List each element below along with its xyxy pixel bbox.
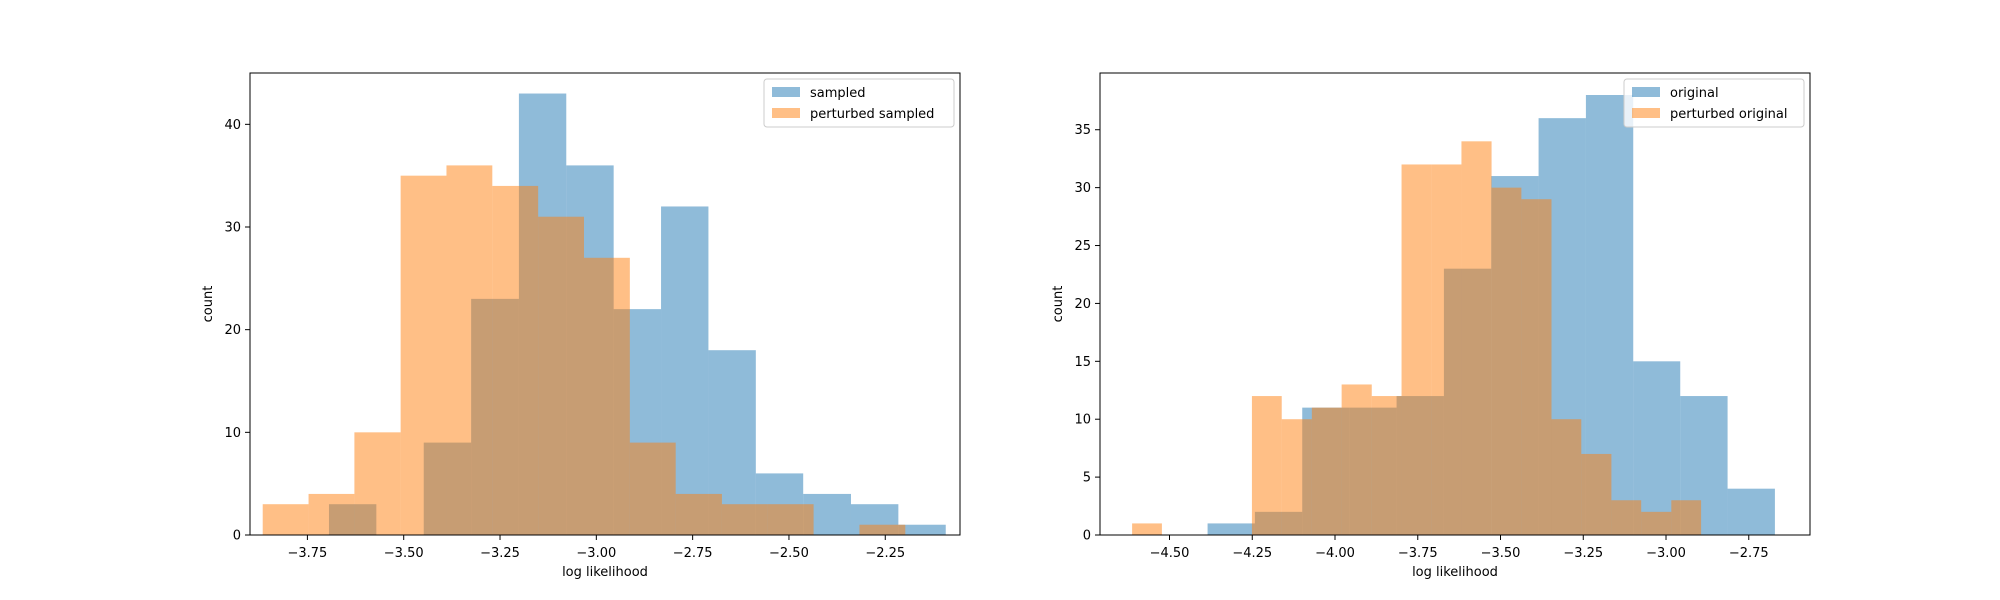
x-tick-label: −2.50 — [769, 546, 809, 561]
histogram-bar — [1727, 488, 1775, 535]
y-tick-label: 5 — [1083, 471, 1091, 486]
histogram-bar — [446, 165, 493, 535]
histogram-bar — [675, 493, 722, 535]
y-tick-label: 25 — [1074, 239, 1091, 254]
histogram-bar — [1461, 141, 1492, 535]
histogram-bar — [1551, 419, 1582, 535]
legend-label: original — [1670, 86, 1719, 101]
y-tick-label: 10 — [1074, 413, 1091, 428]
histogram-bar — [767, 504, 814, 535]
histogram-bar — [1132, 523, 1162, 535]
histogram-bar — [262, 504, 309, 535]
legend: sampled perturbed sampled — [763, 78, 955, 128]
right-histogram-panel: −4.50 −4.25 −4.00 −3.75 −3.50 −3.25 −3.00 −2.75… — [1051, 72, 1811, 580]
histogram-bar — [1251, 396, 1282, 535]
legend-swatch — [772, 87, 800, 97]
x-tick-label: −4.50 — [1150, 546, 1190, 561]
histogram-bar — [1521, 199, 1552, 535]
y-tick-label: 0 — [1083, 529, 1091, 544]
x-tick-label: −2.75 — [1729, 546, 1769, 561]
histogram-bar — [1641, 511, 1672, 535]
y-tick-label: 10 — [224, 426, 241, 441]
legend-label: perturbed sampled — [810, 107, 934, 122]
legend-box — [1623, 78, 1805, 128]
series-1-bars — [1132, 141, 1702, 535]
legend-swatch — [772, 108, 800, 118]
histogram-bar — [400, 175, 447, 536]
legend: original perturbed original — [1623, 78, 1805, 128]
histogram-bar — [354, 432, 401, 535]
legend-box — [763, 78, 955, 128]
y-tick-label: 40 — [224, 118, 241, 133]
histogram-bar — [1671, 500, 1702, 535]
y-tick-label: 30 — [224, 221, 241, 236]
histogram-bar — [1401, 164, 1432, 535]
histogram-bar — [1311, 407, 1342, 535]
legend-label: sampled — [810, 86, 866, 101]
histogram-bar — [1581, 453, 1612, 535]
x-tick-label: −2.75 — [673, 546, 713, 561]
axes-frame — [1099, 72, 1811, 536]
histogram-bar — [308, 493, 355, 535]
histogram-bar — [538, 216, 584, 536]
histogram-bar — [721, 504, 768, 535]
x-tick-label: −4.25 — [1232, 546, 1272, 561]
axes-frame — [249, 72, 961, 536]
y-tick-label: 15 — [1074, 355, 1091, 370]
y-tick-label: 30 — [1074, 181, 1091, 196]
legend-swatch — [1632, 87, 1660, 97]
histogram-bar — [1371, 396, 1402, 535]
histogram-bar — [1611, 500, 1642, 535]
x-tick-label: −3.75 — [287, 546, 327, 561]
histogram-bar — [584, 257, 630, 535]
x-tick-label: −3.25 — [480, 546, 520, 561]
x-tick-label: −3.75 — [1398, 546, 1438, 561]
histogram-bar — [1491, 187, 1522, 535]
histogram-bar — [1341, 384, 1372, 535]
histogram-bar — [629, 442, 676, 535]
y-tick-label: 0 — [233, 529, 241, 544]
histogram-bar — [1207, 523, 1255, 535]
histogram-bar — [1431, 164, 1462, 535]
left-histogram-panel: −3.75 −3.50 −3.25 −3.00 −2.75 −2.50 −2.25 0 10 20… — [201, 72, 961, 580]
x-tick-label: −2.25 — [865, 546, 905, 561]
histogram-bar — [898, 524, 946, 535]
legend-label: perturbed original — [1670, 107, 1788, 122]
x-tick-label: −3.25 — [1563, 546, 1603, 561]
histogram-bar — [859, 524, 906, 535]
x-tick-label: −3.00 — [1646, 546, 1686, 561]
y-tick-label: 35 — [1074, 123, 1091, 138]
series-1-bars — [262, 165, 906, 536]
x-tick-label: −3.50 — [1481, 546, 1521, 561]
x-tick-label: −3.00 — [576, 546, 616, 561]
histogram-bar — [1281, 419, 1312, 535]
y-tick-label: 20 — [224, 323, 241, 338]
legend-swatch — [1632, 108, 1660, 118]
x-axis-label: log likelihood — [562, 565, 648, 580]
y-axis-label: count — [201, 286, 216, 323]
x-tick-label: −3.50 — [384, 546, 424, 561]
x-axis-label: log likelihood — [1412, 565, 1498, 580]
x-tick-label: −4.00 — [1315, 546, 1355, 561]
histogram-bar — [492, 185, 539, 535]
y-axis-label: count — [1051, 286, 1066, 323]
y-tick-label: 20 — [1074, 297, 1091, 312]
